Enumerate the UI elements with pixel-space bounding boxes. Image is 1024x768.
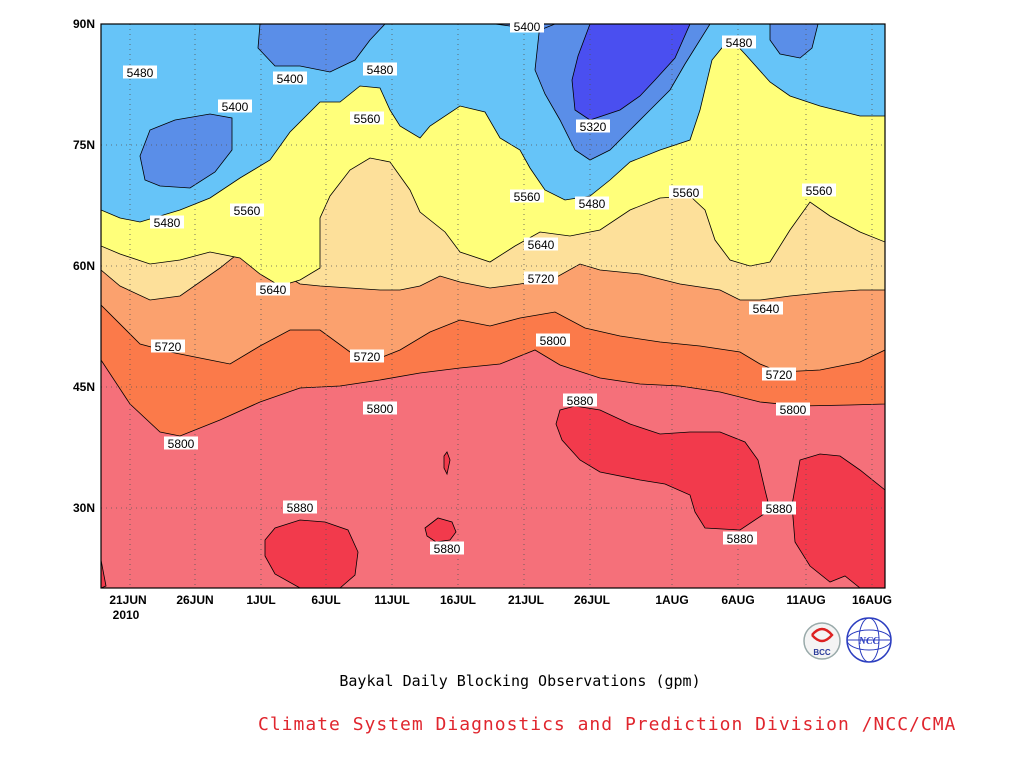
- x-tick-label: 11AUG: [786, 593, 825, 607]
- contour-label: 5400: [277, 72, 304, 86]
- contour-label: 5880: [434, 542, 461, 556]
- contour-label: 5800: [168, 437, 195, 451]
- x-year-label: 2010: [113, 608, 140, 622]
- x-tick-label: 26JUL: [574, 593, 610, 607]
- x-tick-label: 26JUN: [176, 593, 213, 607]
- contour-label: 5320: [580, 120, 607, 134]
- contour-chart: 90N 75N 60N 45N 30N 21JUN 26JUN 1JUL 6JU…: [0, 0, 1024, 768]
- y-axis: 90N 75N 60N 45N 30N: [73, 17, 95, 515]
- y-tick-label: 60N: [73, 259, 95, 273]
- contour-label: 5560: [354, 112, 381, 126]
- contour-label: 5480: [127, 66, 154, 80]
- x-tick-label: 16JUL: [440, 593, 476, 607]
- contour-label: 5560: [234, 204, 261, 218]
- ncc-logo: NCC: [847, 618, 891, 662]
- y-tick-label: 75N: [73, 138, 95, 152]
- contour-label: 5720: [766, 368, 793, 382]
- svg-text:BCC: BCC: [813, 648, 831, 657]
- svg-text:NCC: NCC: [858, 636, 880, 647]
- contour-label: 5880: [287, 501, 314, 515]
- contour-label: 5880: [567, 394, 594, 408]
- contour-label: 5480: [579, 197, 606, 211]
- contour-label: 5720: [528, 272, 555, 286]
- contour-label: 5400: [222, 100, 249, 114]
- y-tick-label: 90N: [73, 17, 95, 31]
- x-tick-label: 1AUG: [655, 593, 688, 607]
- contour-label: 5880: [766, 502, 793, 516]
- contour-label: 5560: [806, 184, 833, 198]
- x-tick-label: 6AUG: [721, 593, 754, 607]
- bcc-logo: BCC: [804, 623, 840, 659]
- contour-label: 5800: [780, 403, 807, 417]
- x-tick-label: 16AUG: [852, 593, 892, 607]
- y-tick-label: 30N: [73, 501, 95, 515]
- y-tick-label: 45N: [73, 380, 95, 394]
- contour-label: 5720: [155, 340, 182, 354]
- contour-label: 5800: [367, 402, 394, 416]
- x-axis: 21JUN 26JUN 1JUL 6JUL 11JUL 16JUL 21JUL …: [109, 593, 892, 622]
- contour-label: 5560: [514, 190, 541, 204]
- contour-label: 5480: [726, 36, 753, 50]
- x-tick-label: 1JUL: [246, 593, 275, 607]
- contour-label: 5560: [673, 186, 700, 200]
- contour-label: 5800: [540, 334, 567, 348]
- contour-label: 5720: [354, 350, 381, 364]
- contour-label: 5400: [514, 20, 541, 34]
- x-tick-label: 21JUL: [508, 593, 544, 607]
- credit-line: Climate System Diagnostics and Predictio…: [258, 714, 956, 735]
- x-tick-label: 6JUL: [311, 593, 340, 607]
- contour-label: 5640: [260, 283, 287, 297]
- contour-label: 5480: [154, 216, 181, 230]
- chart-title: Baykal Daily Blocking Observations (gpm): [0, 672, 1024, 690]
- x-tick-label: 21JUN: [109, 593, 146, 607]
- contour-label: 5880: [727, 532, 754, 546]
- contour-label: 5480: [367, 63, 394, 77]
- contour-label: 5640: [753, 302, 780, 316]
- contour-label: 5640: [528, 238, 555, 252]
- x-tick-label: 11JUL: [374, 593, 409, 607]
